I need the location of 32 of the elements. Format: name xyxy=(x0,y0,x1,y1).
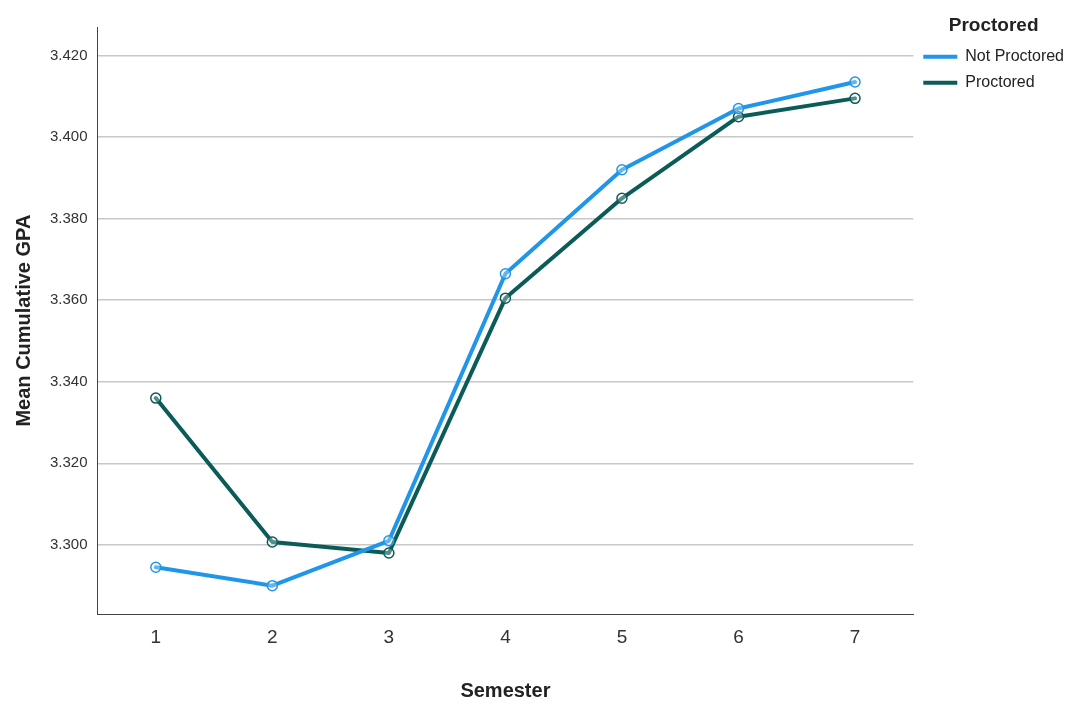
y-axis-title: Mean Cumulative GPA xyxy=(11,214,34,427)
point xyxy=(266,579,279,592)
x-tick-label: 4 xyxy=(500,625,512,647)
legend-title: Proctored xyxy=(948,13,1039,35)
x-tick-label: 2 xyxy=(267,625,278,647)
legend-label: Proctored xyxy=(965,73,1035,91)
point xyxy=(616,192,628,205)
point xyxy=(266,536,279,548)
point xyxy=(849,76,861,88)
y-tick-label: 3.400 xyxy=(49,127,88,145)
legend-label: Not Proctored xyxy=(965,47,1065,65)
point xyxy=(732,102,745,115)
y-tick-label: 3.380 xyxy=(49,208,88,226)
point xyxy=(383,535,395,547)
x-tick-label: 3 xyxy=(383,625,395,647)
point xyxy=(849,92,861,105)
x-tick-label: 1 xyxy=(150,625,162,647)
y-tick-label: 3.340 xyxy=(49,371,88,389)
x-axis-title: Semester xyxy=(460,678,551,701)
x-tick-label: 7 xyxy=(849,625,861,647)
point xyxy=(499,292,512,304)
point xyxy=(499,267,512,280)
x-tick-label: 6 xyxy=(733,625,744,647)
y-tick-label: 3.300 xyxy=(49,535,88,553)
point xyxy=(383,547,395,559)
y-tick-label: 3.420 xyxy=(49,45,88,63)
y-tick-label: 3.360 xyxy=(49,290,88,308)
point xyxy=(150,392,162,404)
point xyxy=(150,561,162,574)
x-tick-label: 5 xyxy=(616,625,628,647)
point xyxy=(616,163,628,176)
y-tick-label: 3.320 xyxy=(49,453,88,471)
